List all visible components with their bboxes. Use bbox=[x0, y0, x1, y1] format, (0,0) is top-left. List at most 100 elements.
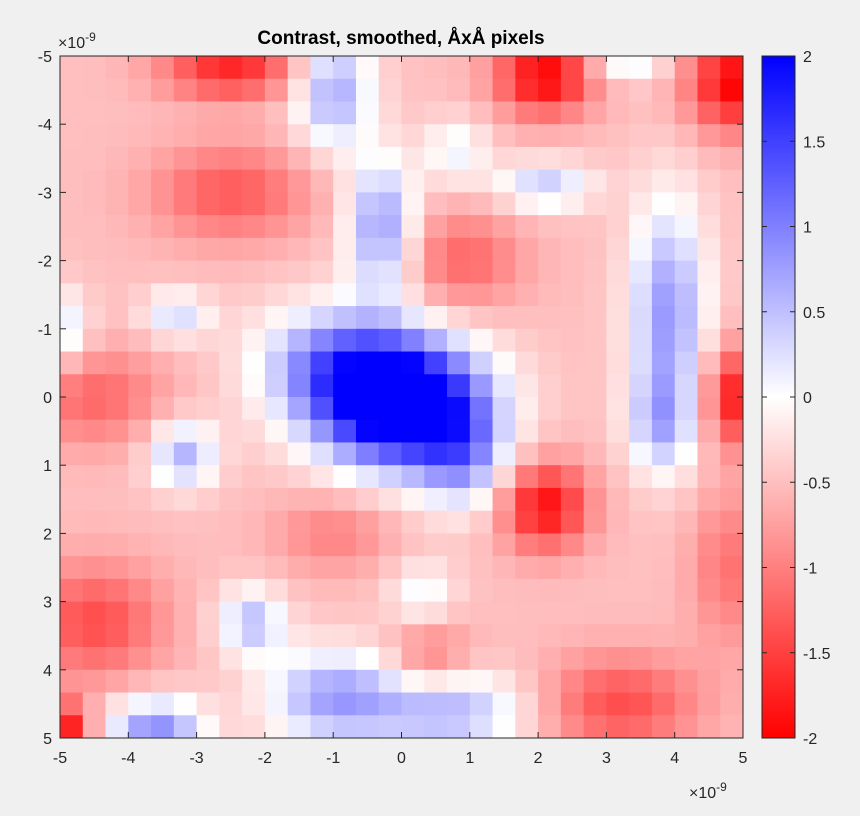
heatmap-cell bbox=[242, 260, 266, 284]
heatmap-cell bbox=[651, 192, 676, 216]
heatmap-cell bbox=[560, 328, 585, 353]
heatmap-cell bbox=[424, 192, 448, 216]
heatmap-cell bbox=[378, 56, 403, 80]
heatmap-cell bbox=[196, 237, 220, 262]
heatmap-cell bbox=[515, 669, 539, 694]
heatmap-cell bbox=[219, 328, 243, 353]
heatmap-cell bbox=[151, 374, 175, 398]
heatmap-cell bbox=[697, 510, 721, 534]
heatmap-cell bbox=[82, 419, 107, 444]
heatmap-cell bbox=[355, 306, 380, 330]
heatmap-cell bbox=[173, 56, 198, 80]
heatmap-cell bbox=[151, 487, 175, 512]
heatmap-cell bbox=[629, 351, 653, 375]
heatmap-cell bbox=[219, 192, 243, 216]
heatmap-cell bbox=[333, 124, 357, 148]
heatmap-cell bbox=[538, 260, 562, 284]
heatmap-cell bbox=[515, 692, 539, 716]
heatmap-cell bbox=[82, 601, 107, 625]
heatmap-cell bbox=[128, 215, 152, 239]
heatmap-cell bbox=[492, 715, 516, 738]
heatmap-cell bbox=[492, 442, 516, 466]
heatmap-cell bbox=[697, 260, 721, 284]
heatmap-cell bbox=[219, 556, 243, 580]
heatmap-cell bbox=[401, 715, 425, 738]
heatmap-cell bbox=[492, 692, 516, 716]
heatmap-cell bbox=[424, 351, 448, 375]
heatmap-cell bbox=[492, 283, 516, 307]
y-exponent-base: ×10 bbox=[58, 35, 85, 52]
heatmap-cell bbox=[105, 351, 129, 375]
heatmap-cell bbox=[720, 442, 743, 466]
colorbar-tick-label: 2 bbox=[803, 49, 812, 66]
heatmap-cell bbox=[60, 146, 84, 171]
heatmap-cell bbox=[401, 351, 425, 375]
heatmap-cell bbox=[242, 328, 266, 353]
heatmap-cell bbox=[515, 419, 539, 444]
heatmap-cell bbox=[105, 669, 129, 694]
heatmap-cell bbox=[492, 146, 516, 171]
heatmap-cell bbox=[697, 442, 721, 466]
colorbar-tick-label: -0.5 bbox=[803, 475, 831, 492]
heatmap-cell bbox=[651, 397, 676, 421]
heatmap-cell bbox=[242, 715, 266, 738]
heatmap-cell bbox=[219, 465, 243, 489]
heatmap-cell bbox=[606, 487, 630, 512]
x-tick-label: -1 bbox=[326, 750, 340, 767]
heatmap-cell bbox=[128, 56, 152, 80]
heatmap-cell bbox=[560, 487, 585, 512]
heatmap-cell bbox=[447, 260, 471, 284]
heatmap-cell bbox=[492, 260, 516, 284]
heatmap-cell bbox=[674, 397, 699, 421]
heatmap-cell bbox=[310, 533, 334, 557]
heatmap-cell bbox=[196, 124, 220, 148]
heatmap-cell bbox=[674, 647, 699, 671]
heatmap-cell bbox=[82, 351, 107, 375]
heatmap-cell bbox=[378, 169, 403, 193]
heatmap-cell bbox=[492, 510, 516, 534]
heatmap-cell bbox=[82, 442, 107, 466]
x-tick-label: -3 bbox=[189, 750, 203, 767]
heatmap-cell bbox=[424, 487, 448, 512]
heatmap-cell bbox=[515, 624, 539, 648]
heatmap-cell bbox=[697, 192, 721, 216]
heatmap-cell bbox=[333, 374, 357, 398]
heatmap-cell bbox=[560, 169, 585, 193]
heatmap-cell bbox=[538, 624, 562, 648]
heatmap-cell bbox=[492, 374, 516, 398]
heatmap-cell bbox=[173, 487, 198, 512]
heatmap-cell bbox=[333, 283, 357, 307]
heatmap-cell bbox=[424, 510, 448, 534]
heatmap-cell bbox=[60, 56, 84, 80]
heatmap-cell bbox=[606, 533, 630, 557]
heatmap-cell bbox=[333, 669, 357, 694]
heatmap-cell bbox=[242, 465, 266, 489]
heatmap-cell bbox=[219, 101, 243, 125]
heatmap-cell bbox=[492, 78, 516, 103]
heatmap-cell bbox=[60, 669, 84, 694]
heatmap-cell bbox=[219, 374, 243, 398]
y-tick-label: 0 bbox=[43, 390, 52, 407]
heatmap-cell bbox=[378, 442, 403, 466]
heatmap-cell bbox=[538, 510, 562, 534]
heatmap-cell bbox=[583, 487, 607, 512]
heatmap-cell bbox=[242, 192, 266, 216]
heatmap-cell bbox=[128, 283, 152, 307]
heatmap-cell bbox=[560, 442, 585, 466]
heatmap-cell bbox=[447, 283, 471, 307]
x-tick-label: 5 bbox=[739, 750, 748, 767]
heatmap-cell bbox=[538, 669, 562, 694]
heatmap-cell bbox=[606, 715, 630, 738]
heatmap-cell bbox=[720, 374, 743, 398]
heatmap-cell bbox=[515, 192, 539, 216]
heatmap-cell bbox=[538, 78, 562, 103]
heatmap-cell bbox=[173, 124, 198, 148]
heatmap-cell bbox=[355, 124, 380, 148]
heatmap-cell bbox=[469, 306, 494, 330]
heatmap-cell bbox=[424, 56, 448, 80]
heatmap-cell bbox=[355, 374, 380, 398]
heatmap-cell bbox=[515, 237, 539, 262]
heatmap-cell bbox=[242, 556, 266, 580]
heatmap-cell bbox=[128, 260, 152, 284]
heatmap-cell bbox=[378, 124, 403, 148]
